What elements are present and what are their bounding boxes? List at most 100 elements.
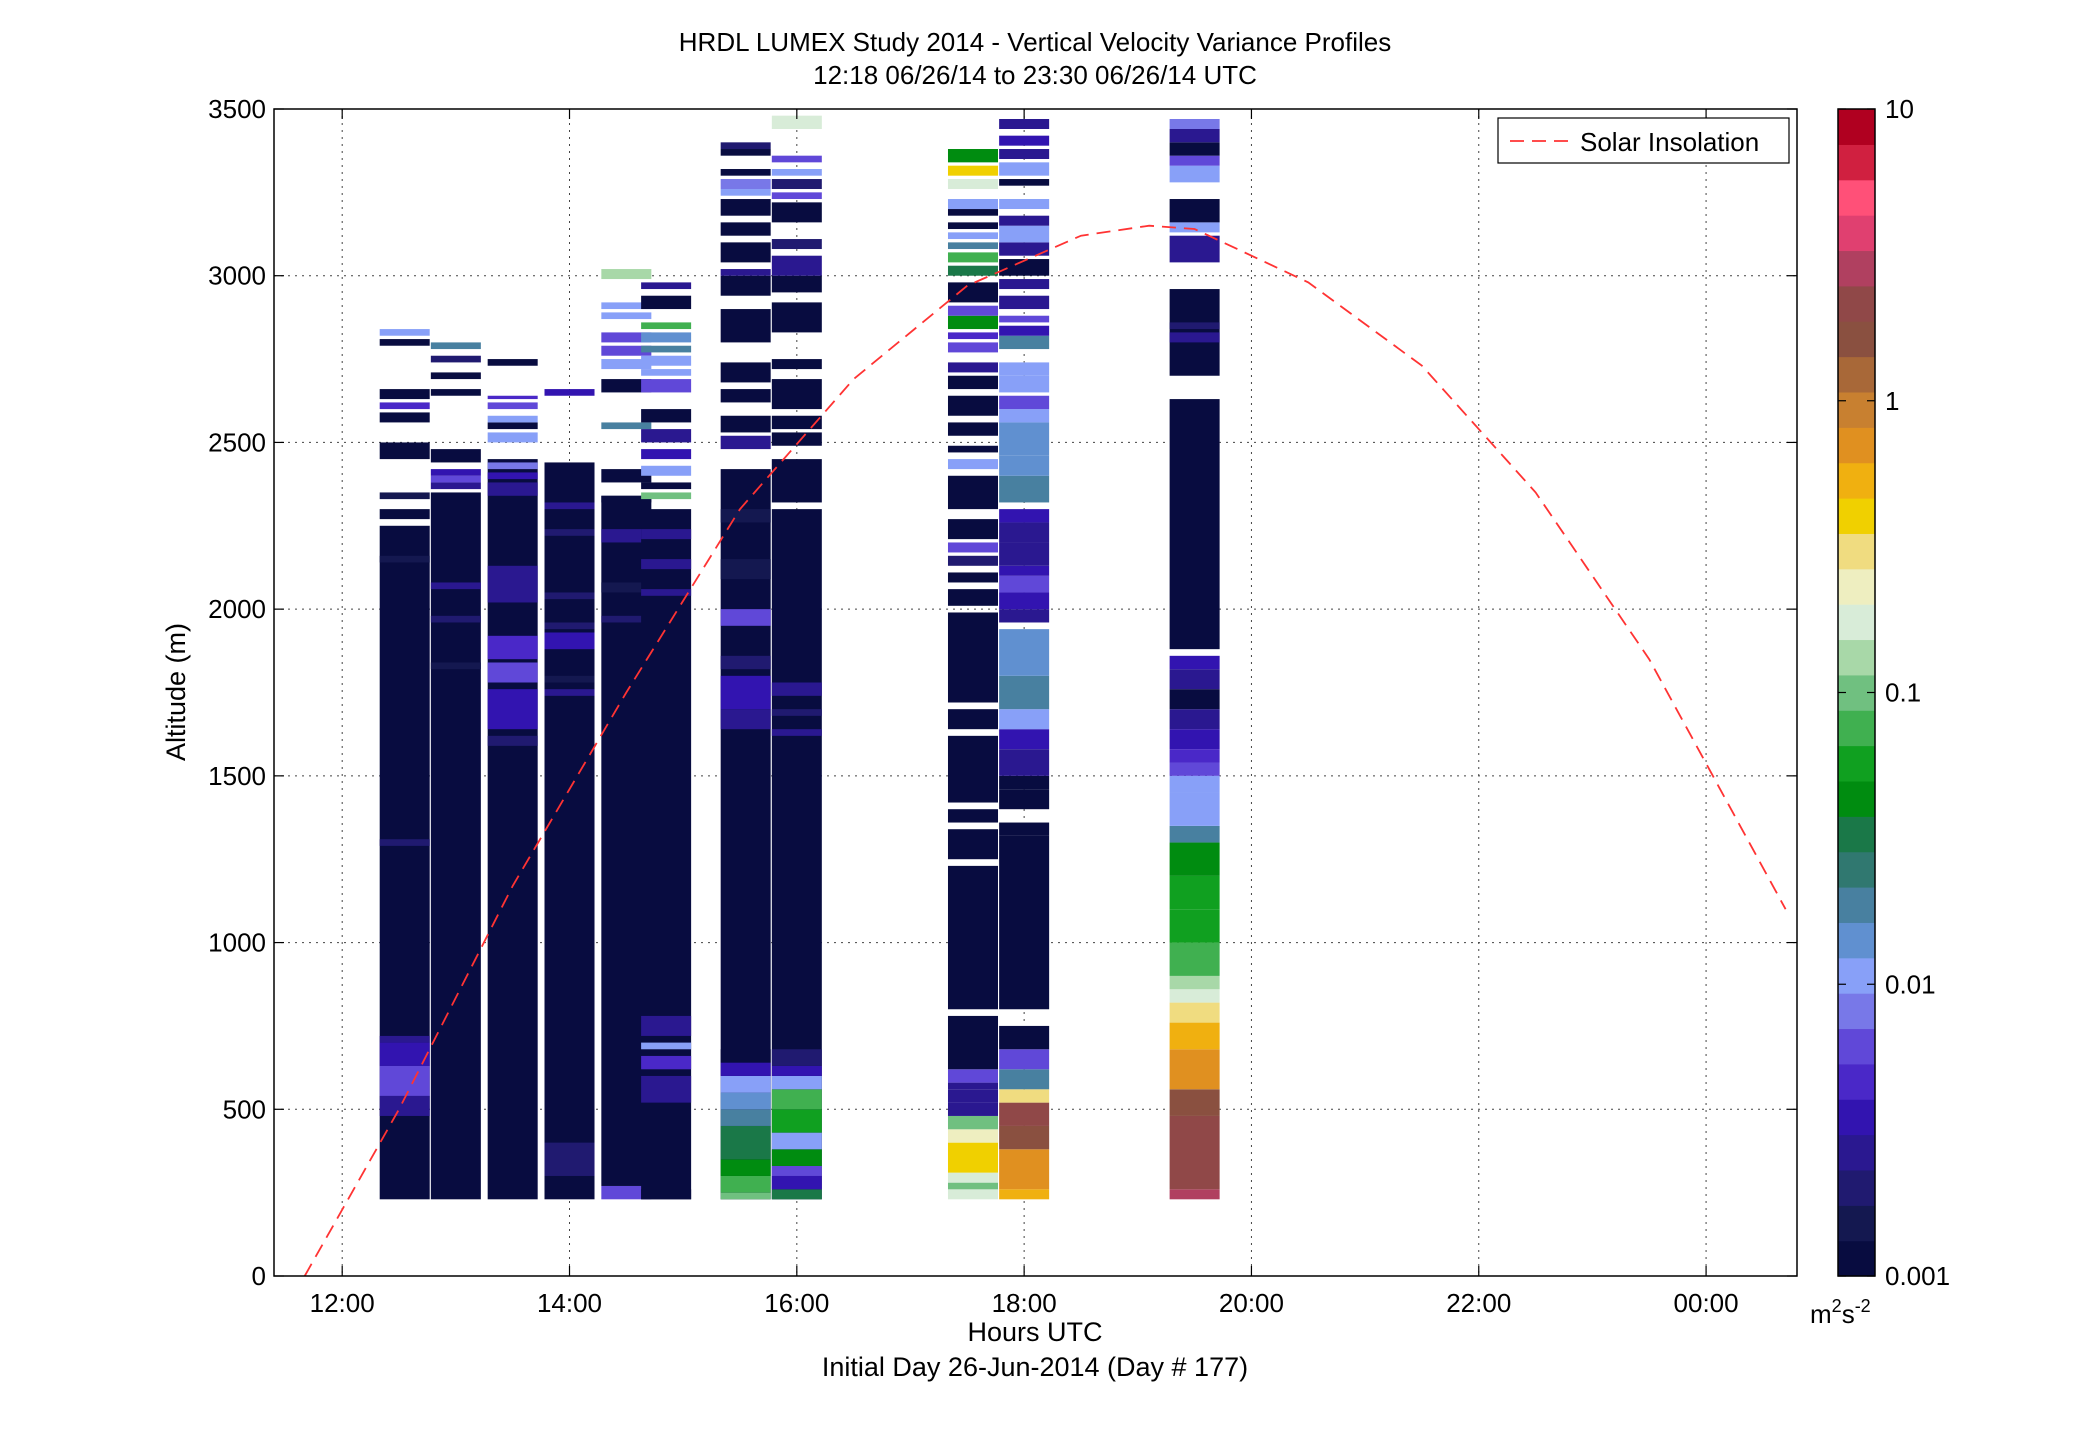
heatmap-cell	[601, 359, 652, 370]
heatmap-cell	[487, 472, 538, 480]
heatmap-cell	[999, 119, 1050, 130]
solar-insolation-curve	[303, 224, 1787, 1277]
heatmap-cell	[947, 165, 998, 176]
heatmap-cell	[1169, 775, 1220, 793]
heatmap-cell	[641, 345, 692, 353]
heatmap-cell	[999, 822, 1050, 836]
colorbar-segment	[1838, 321, 1875, 358]
heatmap-cell	[999, 295, 1050, 310]
heatmap-cell	[379, 1095, 430, 1116]
heatmap-cell	[947, 1189, 998, 1200]
heatmap-cell	[601, 312, 652, 320]
colorbar-segment	[1838, 1063, 1875, 1100]
heatmap-cell	[999, 225, 1050, 243]
heatmap-cell	[379, 442, 430, 460]
heatmap-cell	[1169, 709, 1220, 730]
heatmap-cell	[430, 482, 481, 490]
heatmap-cell	[947, 1015, 998, 1070]
heatmap-cell	[1169, 1115, 1220, 1190]
legend-box	[1497, 117, 1790, 164]
heatmap-cell	[430, 582, 481, 590]
heatmap-cell	[999, 1189, 1050, 1200]
heatmap-cell	[379, 555, 430, 563]
heatmap-cell	[1169, 332, 1220, 343]
heatmap-cell	[720, 1109, 771, 1126]
heatmap-cell	[641, 379, 692, 393]
heatmap-cell	[1169, 1049, 1220, 1090]
heatmap-cell	[487, 395, 538, 400]
x-tick-labels: 12:00 14:00 16:00 18:00 20:00 22:00 00:00	[310, 1288, 1739, 1318]
heatmap-cell	[771, 1049, 822, 1066]
heatmap-cell	[1169, 235, 1220, 263]
heatmap-cell	[641, 1015, 692, 1036]
heatmap-cell	[641, 429, 692, 443]
colorbar-tick-label: 0.001	[1885, 1261, 1950, 1291]
heatmap-cell	[720, 179, 771, 190]
heatmap-cell	[947, 475, 998, 510]
heatmap-cell	[1169, 762, 1220, 776]
heatmap-cell	[999, 609, 1050, 623]
heatmap-cell	[379, 492, 430, 500]
heatmap-cell	[544, 389, 595, 396]
colorbar-tick-label: 10	[1885, 94, 1914, 124]
heatmap-cell	[641, 369, 692, 376]
colorbar-segment	[1838, 851, 1875, 888]
heatmap-cell	[720, 675, 771, 710]
heatmap-cell	[947, 315, 998, 330]
heatmap-cell	[771, 202, 822, 223]
heatmap-cell	[379, 412, 430, 423]
heatmap-cell	[771, 1189, 822, 1200]
heatmap-cell	[947, 1069, 998, 1083]
heatmap-cell	[720, 1062, 771, 1076]
heatmap-cell	[487, 462, 538, 470]
heatmap-cell	[1169, 399, 1220, 650]
heatmap-cell	[720, 1192, 771, 1200]
heatmap-cell	[430, 449, 481, 463]
heatmap-cell	[1169, 655, 1220, 670]
heatmap-cell	[487, 422, 538, 430]
heatmap-cell	[601, 379, 652, 393]
heatmap-cell	[1169, 942, 1220, 976]
heatmap-cell	[379, 339, 430, 346]
heatmap-cell	[947, 179, 998, 190]
heatmap-cell	[601, 332, 652, 343]
heatmap-cell	[487, 735, 538, 746]
y-tick-label: 0	[252, 1261, 266, 1291]
heatmap-cell	[947, 149, 998, 163]
heatmap-cell	[544, 675, 595, 683]
heatmap-cell	[720, 415, 771, 433]
heatmap-cell	[771, 179, 822, 190]
heatmap-cell	[947, 459, 998, 470]
heatmap-cell	[720, 362, 771, 383]
colorbar-segment	[1838, 745, 1875, 782]
heatmap-cell	[1169, 142, 1220, 156]
heatmap-cell	[1169, 1189, 1220, 1200]
heatmap-cell	[999, 509, 1050, 523]
heatmap-cell	[947, 1089, 998, 1103]
heatmap-cell	[947, 362, 998, 373]
heatmap-cell	[947, 1172, 998, 1183]
heatmap-cell	[379, 1042, 430, 1066]
heatmap-cell	[947, 1102, 998, 1116]
heatmap-cell	[601, 582, 652, 593]
x-tick-label: 12:00	[310, 1288, 375, 1318]
heatmap-cell	[999, 522, 1050, 543]
heatmap-cell	[641, 529, 692, 540]
colorbar-segment	[1838, 462, 1875, 499]
heatmap-cell	[999, 325, 1050, 336]
heatmap-cell	[999, 775, 1050, 790]
heatmap-cell	[487, 689, 538, 730]
heatmap-cell	[771, 1175, 822, 1190]
heatmap-cell	[720, 1075, 771, 1093]
x-tick-label: 14:00	[537, 1288, 602, 1318]
heatmap-cell	[771, 239, 822, 250]
heatmap-cell	[720, 609, 771, 626]
heatmap-cell	[1169, 129, 1220, 143]
colorbar-segment	[1838, 533, 1875, 570]
heatmap-cell	[1169, 222, 1220, 233]
heatmap-cells	[379, 115, 1220, 1200]
heatmap-cell	[771, 709, 822, 716]
heatmap-cell	[641, 332, 692, 343]
x-tick-label: 18:00	[992, 1288, 1057, 1318]
heatmap-cell	[947, 242, 998, 250]
